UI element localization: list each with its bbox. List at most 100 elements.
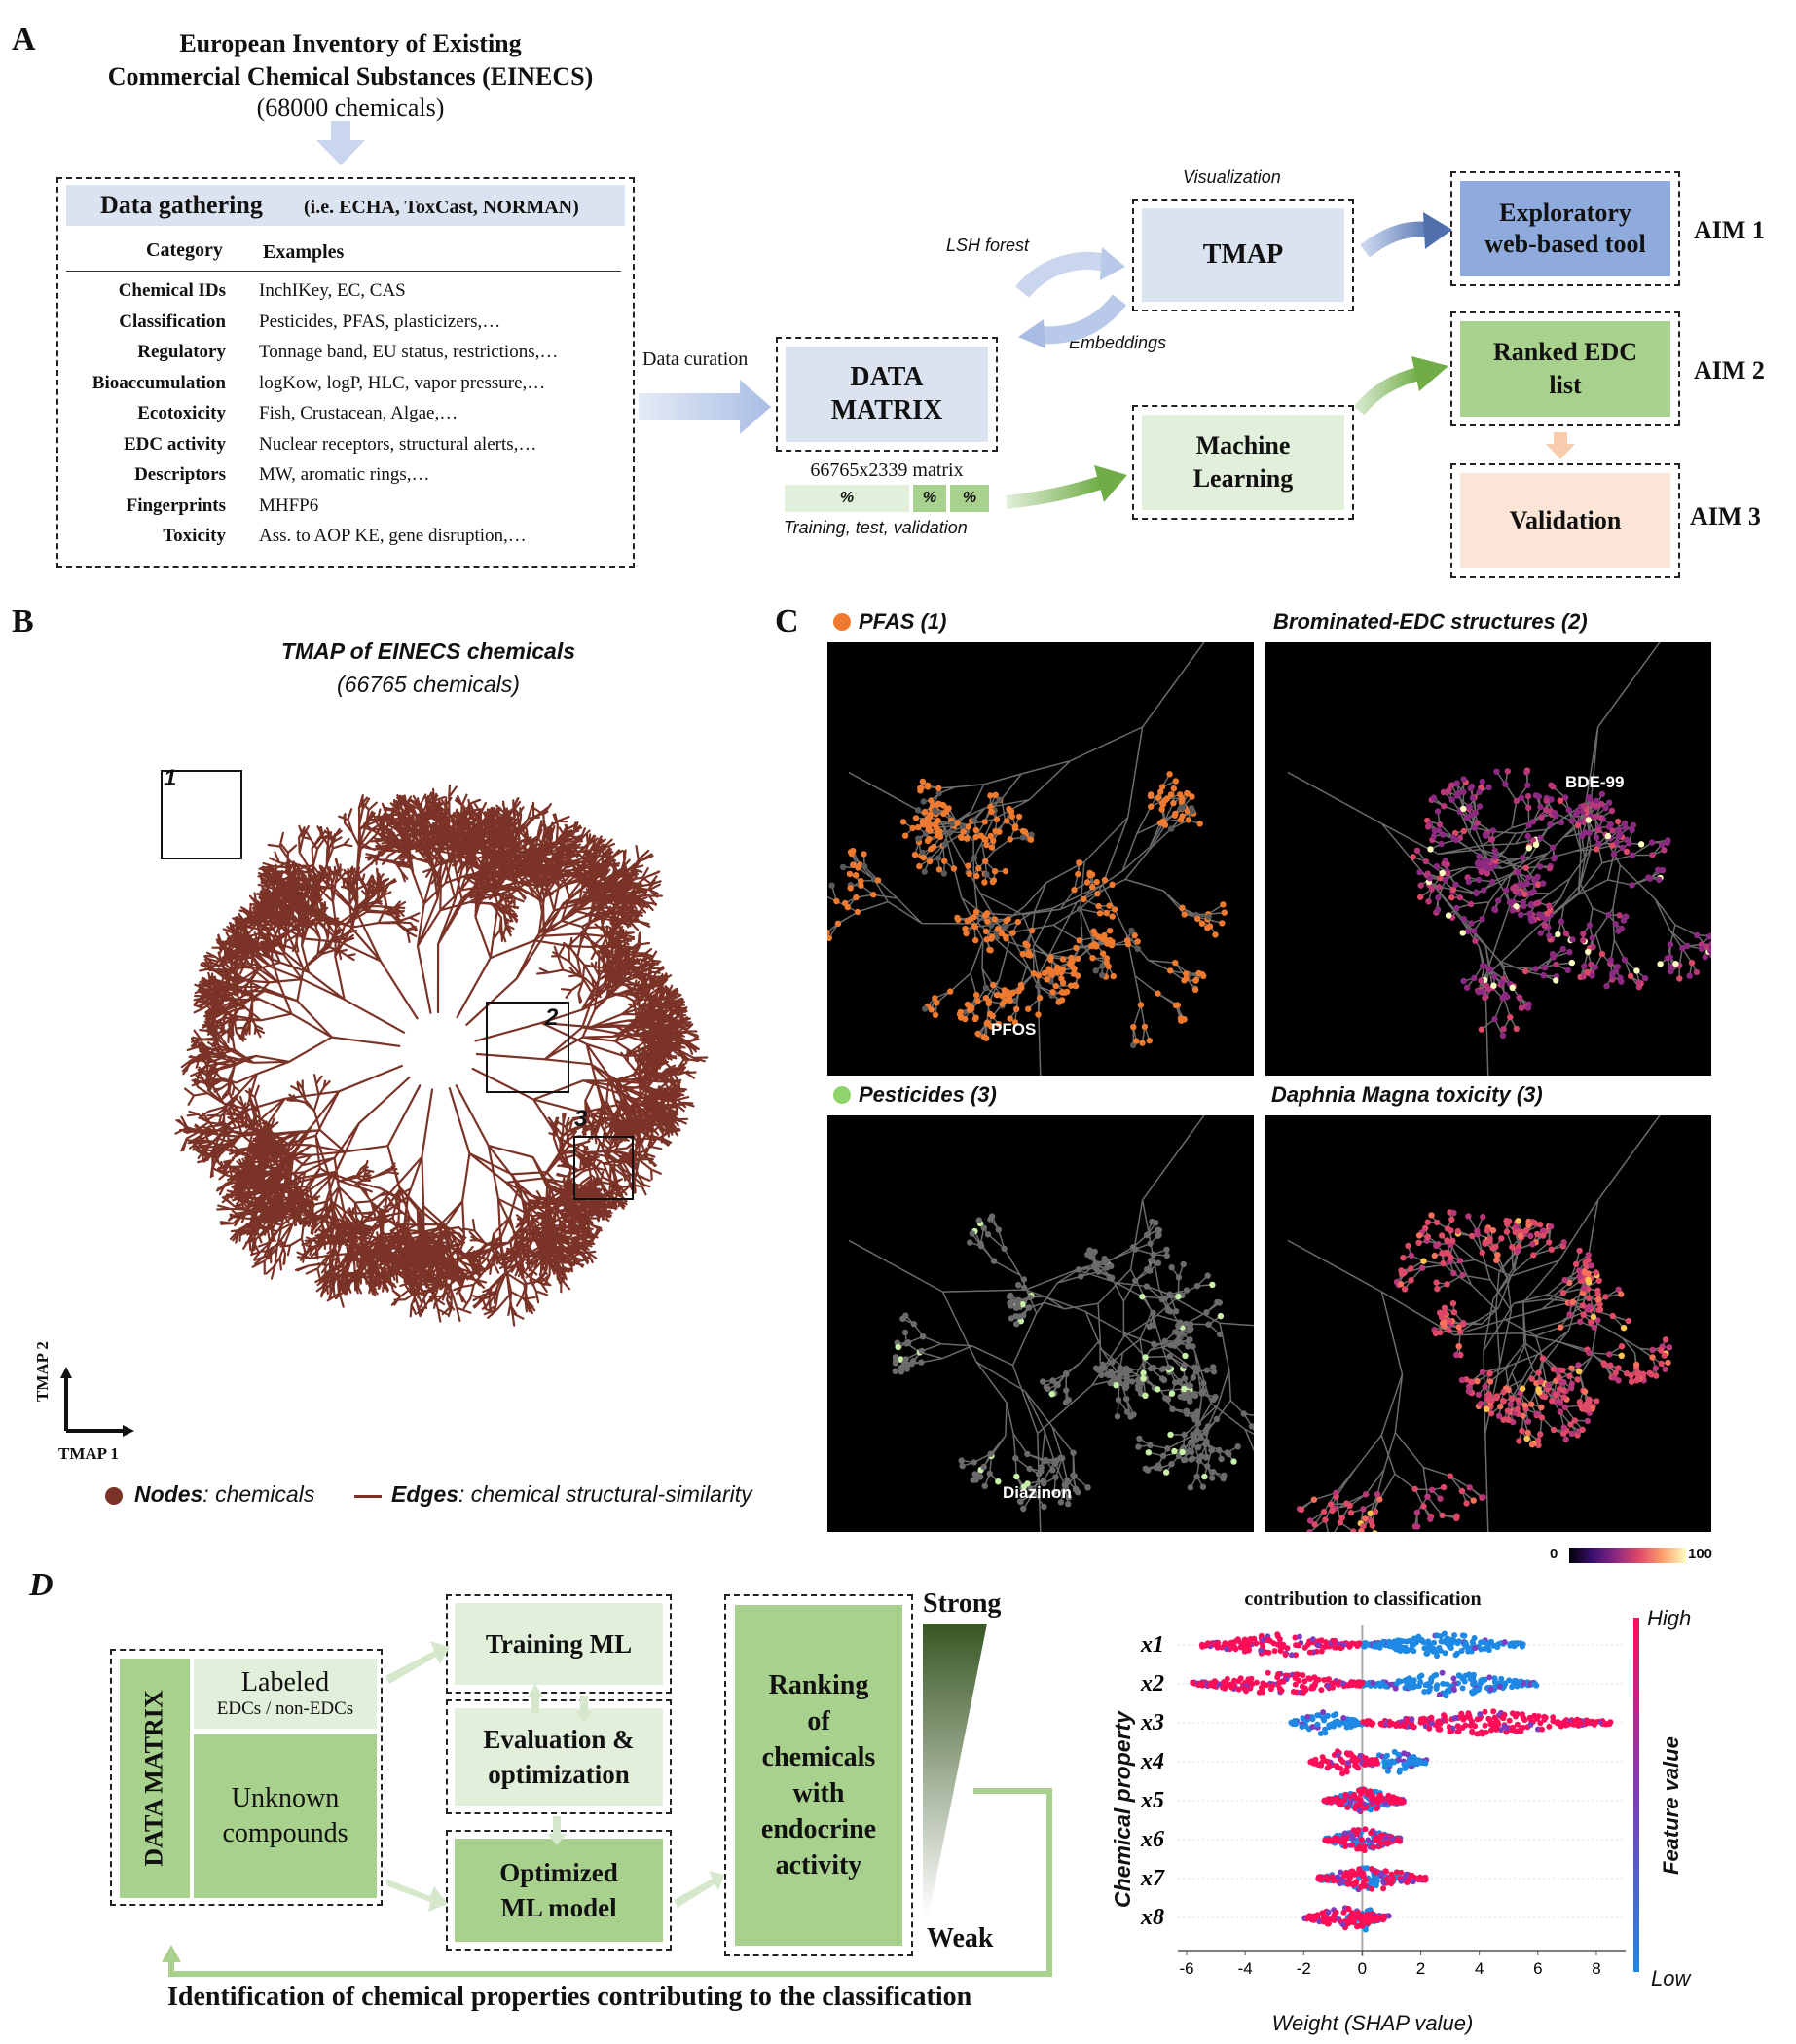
pfas-node [1155, 990, 1161, 997]
shap-point [1466, 1715, 1473, 1722]
shap-point [1356, 1796, 1363, 1803]
pfas-node [1036, 994, 1044, 1002]
pesticide-node [1176, 1378, 1184, 1385]
daphnia-node [1505, 1386, 1512, 1394]
shap-point [1372, 1642, 1378, 1649]
brominated-node [1612, 921, 1619, 928]
pfas-dot [833, 613, 851, 631]
brominated-node [1679, 945, 1686, 952]
pesticide-node [1168, 1390, 1176, 1397]
pfas-node [975, 864, 982, 872]
daphnia-node [1333, 1489, 1339, 1496]
brominated-node [1471, 974, 1478, 982]
daphnia-node [1649, 1346, 1656, 1353]
pesticide-node [1006, 1293, 1013, 1300]
pfas-node [1185, 817, 1191, 823]
shap-point [1479, 1731, 1485, 1737]
shap-point [1368, 1796, 1374, 1803]
brominated-node [1491, 854, 1498, 860]
shap-point [1292, 1634, 1299, 1641]
pesticide-node [986, 1470, 993, 1478]
pesticide-node [902, 1356, 909, 1363]
daphnia-node [1623, 1370, 1631, 1377]
pesticide-node [976, 1474, 984, 1480]
pesticide-node [1113, 1382, 1119, 1389]
shap-point [1326, 1676, 1332, 1683]
brominated-node [1537, 863, 1544, 870]
shap-point [1335, 1681, 1341, 1688]
daphnia-node [1576, 1273, 1583, 1280]
pesticide-node [1230, 1458, 1237, 1465]
shap-point [1346, 1682, 1352, 1689]
brominated-node [1503, 887, 1510, 894]
pesticide-node [1135, 1443, 1142, 1450]
daphnia-map [1265, 1115, 1711, 1532]
examples-cell: MHFP6 [259, 494, 319, 516]
shap-point [1346, 1876, 1353, 1882]
pfas-node [1035, 972, 1042, 979]
daphnia-node [1537, 1431, 1544, 1438]
ranked-line1: Ranked EDC [1492, 338, 1638, 366]
pfas-node [1123, 937, 1131, 944]
daphnia-node [1397, 1281, 1405, 1288]
pfas-node [965, 823, 971, 830]
pesticide-node [1188, 1325, 1194, 1332]
pfas-node [1002, 991, 1008, 998]
shap-point [1253, 1679, 1260, 1686]
pfas-node [940, 802, 947, 809]
shap-point [1467, 1722, 1474, 1729]
pesticide-node [1186, 1396, 1192, 1404]
pesticide-node [1040, 1378, 1046, 1385]
brominated-node [1471, 928, 1478, 934]
daphnia-node [1560, 1424, 1567, 1431]
shap-point [1471, 1687, 1478, 1694]
brominated-node [1629, 852, 1636, 858]
pesticide-node [1143, 1231, 1151, 1239]
shap-point [1321, 1798, 1328, 1805]
brominated-node [1435, 827, 1443, 834]
pesticide-node [1109, 1359, 1116, 1366]
shap-point [1554, 1719, 1560, 1726]
pfas-node [982, 928, 990, 935]
daphnia-node [1559, 1367, 1566, 1374]
daphnia-node [1525, 1222, 1532, 1228]
brominated-node [1668, 964, 1674, 970]
pfas-node [1204, 925, 1211, 931]
pfas-node [853, 872, 860, 879]
zoom-box-3 [573, 1136, 634, 1200]
pfas-node [1131, 931, 1138, 939]
labeled-line1: Labeled [240, 1667, 330, 1697]
shap-point [1364, 1758, 1370, 1765]
brominated-node [1449, 886, 1457, 893]
shap-point [1359, 1919, 1366, 1926]
brominated-node [1533, 900, 1540, 907]
shap-colorbar [1633, 1618, 1639, 1972]
pfas-node [947, 988, 954, 995]
category-cell: Bioaccumulation [92, 372, 226, 393]
brominated-node [1463, 984, 1471, 991]
pesticide-node [1142, 1392, 1149, 1399]
pfas-node [828, 882, 835, 889]
shap-point [1331, 1638, 1338, 1645]
brominated-node [1513, 1025, 1520, 1033]
pfas-node [1012, 823, 1019, 830]
daphnia-node [1662, 1366, 1668, 1372]
data-matrix-box: DATA MATRIX [776, 337, 998, 452]
pesticide-node [1197, 1452, 1205, 1460]
shap-point [1321, 1717, 1328, 1724]
pfas-node [942, 808, 950, 815]
shap-point [1447, 1640, 1453, 1647]
pfas-node [1094, 891, 1101, 897]
pfas-node [1157, 788, 1164, 795]
pfas-node [1015, 988, 1022, 995]
shap-point [1459, 1685, 1466, 1692]
shap-point [1381, 1800, 1388, 1807]
shap-point [1450, 1685, 1457, 1692]
shap-point [1402, 1766, 1409, 1771]
brominated-node [1416, 868, 1423, 876]
pfas-node [1109, 881, 1116, 888]
pesticide-node [1181, 1362, 1188, 1369]
shap-point [1264, 1682, 1270, 1689]
shap-point [1415, 1683, 1422, 1690]
shap-point [1345, 1906, 1352, 1912]
